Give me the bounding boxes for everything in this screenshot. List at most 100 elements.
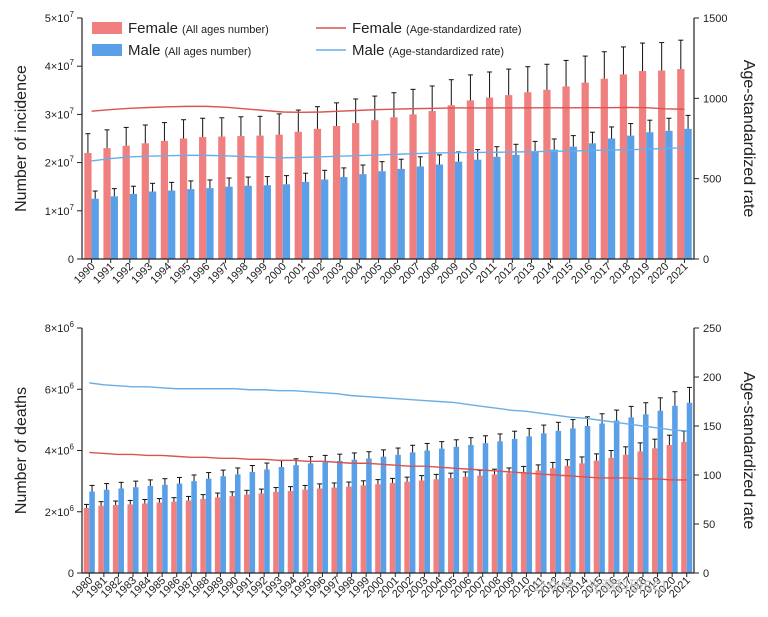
female-bar-1991 [244,494,250,573]
male-bar-2019 [646,132,654,259]
x-tick-label: 2008 [416,261,442,287]
female-bar-2001 [294,131,302,259]
male-bar-1995 [187,189,195,259]
male-bar-1994 [293,465,299,573]
y2-tick-label: 500 [703,174,721,186]
x-tick-label: 2002 [301,261,327,287]
male-bar-1996 [322,462,328,573]
male-bar-1985 [162,484,168,573]
female-bar-2016 [608,457,614,573]
male-bar-2000 [380,456,387,574]
x-tick-label: 2009 [435,261,461,287]
female-bar-2000 [375,484,381,573]
male-bar-2016 [613,420,620,573]
male-bar-2004 [359,174,367,259]
male-bar-2000 [282,184,291,259]
male-bar-1983 [133,487,139,573]
female-bar-2011 [485,97,494,259]
female-bar-2003 [418,480,425,573]
y-tick-label: 2×106 [45,504,75,519]
male-bar-2001 [301,181,310,259]
male-bar-2003 [340,177,348,259]
male-bar-2020 [672,405,678,573]
male-bar-2011 [541,433,547,573]
x-tick-label: 2006 [378,261,404,287]
x-tick-label: 2019 [627,261,653,287]
male-bar-2014 [584,426,591,573]
x-tick-label: 2010 [454,261,480,287]
male-bar-2008 [435,164,444,259]
female-bar-2011 [535,470,541,573]
female-bar-2014 [543,89,551,259]
x-tick-label: 1992 [110,261,136,287]
female-bar-2015 [593,460,600,573]
x-tick-label: 2013 [512,261,538,287]
female-bar-2006 [390,117,398,259]
male-bar-1987 [191,481,197,574]
male-bar-1998 [351,459,358,573]
female-bar-2003 [332,125,341,259]
legend-male-line-label: Male (Age-standardized rate) [352,42,504,59]
male-bar-2017 [628,417,634,573]
female-bar-1995 [179,138,188,259]
female-bar-2008 [428,111,436,259]
x-tick-label: 1996 [187,261,213,287]
y-tick-base: 0 [68,568,74,580]
y-tick-base: 2×10 [45,158,70,170]
watermark: 公众号 · 光测科研SCI [532,579,666,595]
male-bar-1991 [110,196,118,259]
male-bar-2006 [397,168,405,259]
male-bar-2007 [416,166,424,259]
female-rate-line [91,105,685,114]
y-tick-base: 0 [68,254,74,266]
incidence-chart: 01×1072×1073×1074×1075×10705001000150019… [13,10,757,286]
y-tick-exponent: 6 [70,381,75,390]
female-bar-2012 [505,95,513,260]
y-tick-base: 5×10 [45,13,70,25]
male-bar-2002 [321,179,329,259]
y-axis-title: Number of deaths [13,387,30,514]
female-bar-1997 [218,136,226,259]
legend-female-line-note: (Age-standardized rate) [406,24,522,36]
y-tick-base: 1×10 [45,206,70,218]
x-tick-label: 2000 [263,261,289,287]
y-tick-base: 2×10 [45,507,70,519]
legend-male-line-name: Male [352,42,385,59]
male-bar-2009 [454,161,463,259]
y-tick-label: 6×106 [45,381,75,396]
legend-male-bar-swatch [92,44,122,56]
x-tick-label: 2004 [340,261,366,287]
y-tick-exponent: 7 [70,10,75,19]
female-bar-1991 [103,148,111,259]
legend-female-bar-swatch [92,22,122,34]
y-tick-label: 2×107 [45,155,75,170]
y2-axis-title: Age-standardized rate [740,372,757,530]
male-bar-2014 [550,149,558,259]
female-bar-2008 [491,474,498,573]
male-bar-1992 [129,193,138,259]
male-bar-1981 [103,489,110,573]
female-bar-2013 [564,465,571,573]
male-rate-line [89,382,687,432]
female-bar-2009 [447,105,455,260]
female-bar-2010 [466,100,475,259]
female-bar-2012 [550,468,556,573]
female-bar-2018 [619,74,628,259]
male-bar-1995 [307,463,314,573]
x-tick-label: 2001 [282,261,308,287]
female-bar-1994 [287,490,294,573]
y2-tick-label: 0 [703,568,709,580]
male-bar-1990 [235,474,241,573]
male-bar-2010 [474,159,482,259]
female-bar-1993 [273,491,279,573]
female-bar-2016 [581,82,589,259]
y2-tick-label: 200 [703,372,721,384]
male-bar-1999 [366,458,372,573]
y2-tick-label: 100 [703,470,721,482]
male-bar-2021 [684,128,692,259]
female-bar-2017 [622,454,629,573]
legend-male-bar-label: Male (All ages number) [128,42,251,59]
female-bar-1993 [141,143,149,259]
male-bar-1994 [168,190,176,259]
